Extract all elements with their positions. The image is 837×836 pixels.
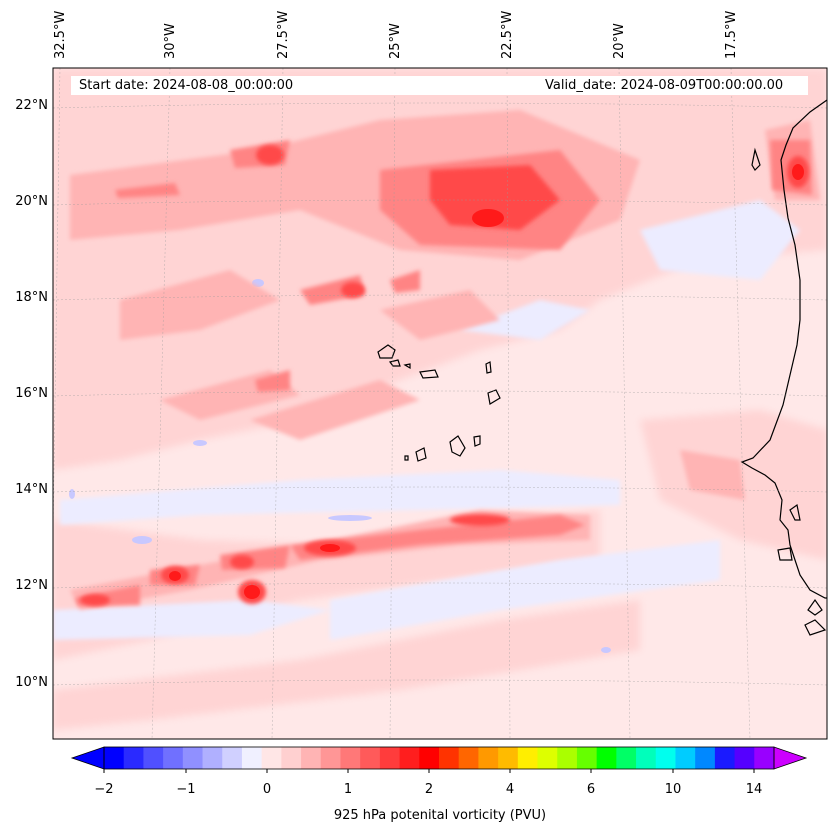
colorbar-label: 925 hPa potenital vorticity (PVU) <box>333 808 547 823</box>
colorbar-tick-label: 6 <box>586 782 596 797</box>
colorbar-segment <box>616 747 637 769</box>
colorbar <box>70 746 808 773</box>
lat-label: 16°N <box>15 386 48 401</box>
colorbar-segment <box>517 747 539 769</box>
colorbar-segment <box>222 747 243 769</box>
pv-contour-peak <box>169 164 804 599</box>
colorbar-tick-label: 10 <box>664 782 682 797</box>
lon-label: 27.5°W <box>276 10 291 59</box>
colorbar-segment <box>143 747 164 769</box>
start-date: Start date: 2024-08-08_00:00:00 <box>79 78 294 93</box>
info-banner <box>71 76 808 95</box>
colorbar-segment <box>261 747 282 769</box>
lat-label: 10°N <box>15 675 48 690</box>
colorbar-tick-label: 0 <box>262 782 272 797</box>
colorbar-segment <box>695 747 716 769</box>
pv-field <box>53 68 827 739</box>
colorbar-segment <box>123 747 144 769</box>
coastline <box>740 99 827 636</box>
colorbar-segment <box>675 747 696 769</box>
colorbar-segment <box>576 747 598 769</box>
colorbar-segment <box>202 747 223 769</box>
colorbar-segment <box>320 747 341 769</box>
colorbar-tick-label: 14 <box>745 782 763 797</box>
colorbar-segment <box>439 747 460 769</box>
lon-label: 22.5°W <box>500 10 515 59</box>
colorbar-tick-label: 1 <box>343 782 353 797</box>
colorbar-over-arrow <box>773 746 808 770</box>
islands <box>377 344 501 462</box>
colorbar-segment <box>537 747 558 769</box>
lon-label: 32.5°W <box>53 10 68 59</box>
lon-label: 25°W <box>388 23 403 59</box>
lat-label: 22°N <box>15 98 48 113</box>
colorbar-segment <box>754 747 775 769</box>
colorbar-segment <box>104 747 125 769</box>
pv-contour-negative <box>53 200 800 640</box>
colorbar-tick-label: −1 <box>176 782 196 797</box>
colorbar-tick-label: 2 <box>424 782 434 797</box>
colorbar-segment <box>636 747 657 769</box>
colorbar-segment <box>498 747 519 769</box>
lon-label: 17.5°W <box>724 10 739 59</box>
colorbar-segment <box>734 747 755 769</box>
colorbar-segment <box>596 747 617 769</box>
colorbar-frame <box>103 746 775 770</box>
lat-label: 14°N <box>15 482 48 497</box>
valid-date: Valid_date: 2024-08-09T00:00:00.00 <box>545 78 784 93</box>
lat-label: 20°N <box>15 194 48 209</box>
lat-label: 12°N <box>15 578 48 593</box>
colorbar-segment <box>163 747 184 769</box>
lon-label: 20°W <box>612 23 627 59</box>
lon-label: 30°W <box>163 23 178 59</box>
colorbar-segment <box>458 747 479 769</box>
colorbar-segment <box>714 747 736 769</box>
colorbar-segment <box>379 747 401 769</box>
map-frame <box>52 67 828 740</box>
colorbar-segment <box>655 747 676 769</box>
colorbar-segment <box>182 747 204 769</box>
colorbar-segment <box>419 747 440 769</box>
lat-label: 18°N <box>15 290 48 305</box>
colorbar-tick-label: 4 <box>505 782 515 797</box>
colorbar-segment <box>301 747 322 769</box>
colorbar-segment <box>360 747 381 769</box>
colorbar-segment <box>399 747 420 769</box>
colorbar-segment <box>241 747 263 769</box>
colorbar-segment <box>478 747 499 769</box>
colorbar-segment <box>557 747 578 769</box>
colorbar-tick-label: −2 <box>94 782 114 797</box>
colorbar-segment <box>281 747 302 769</box>
colorbar-under-arrow <box>70 746 105 770</box>
colorbar-segment <box>340 747 361 769</box>
